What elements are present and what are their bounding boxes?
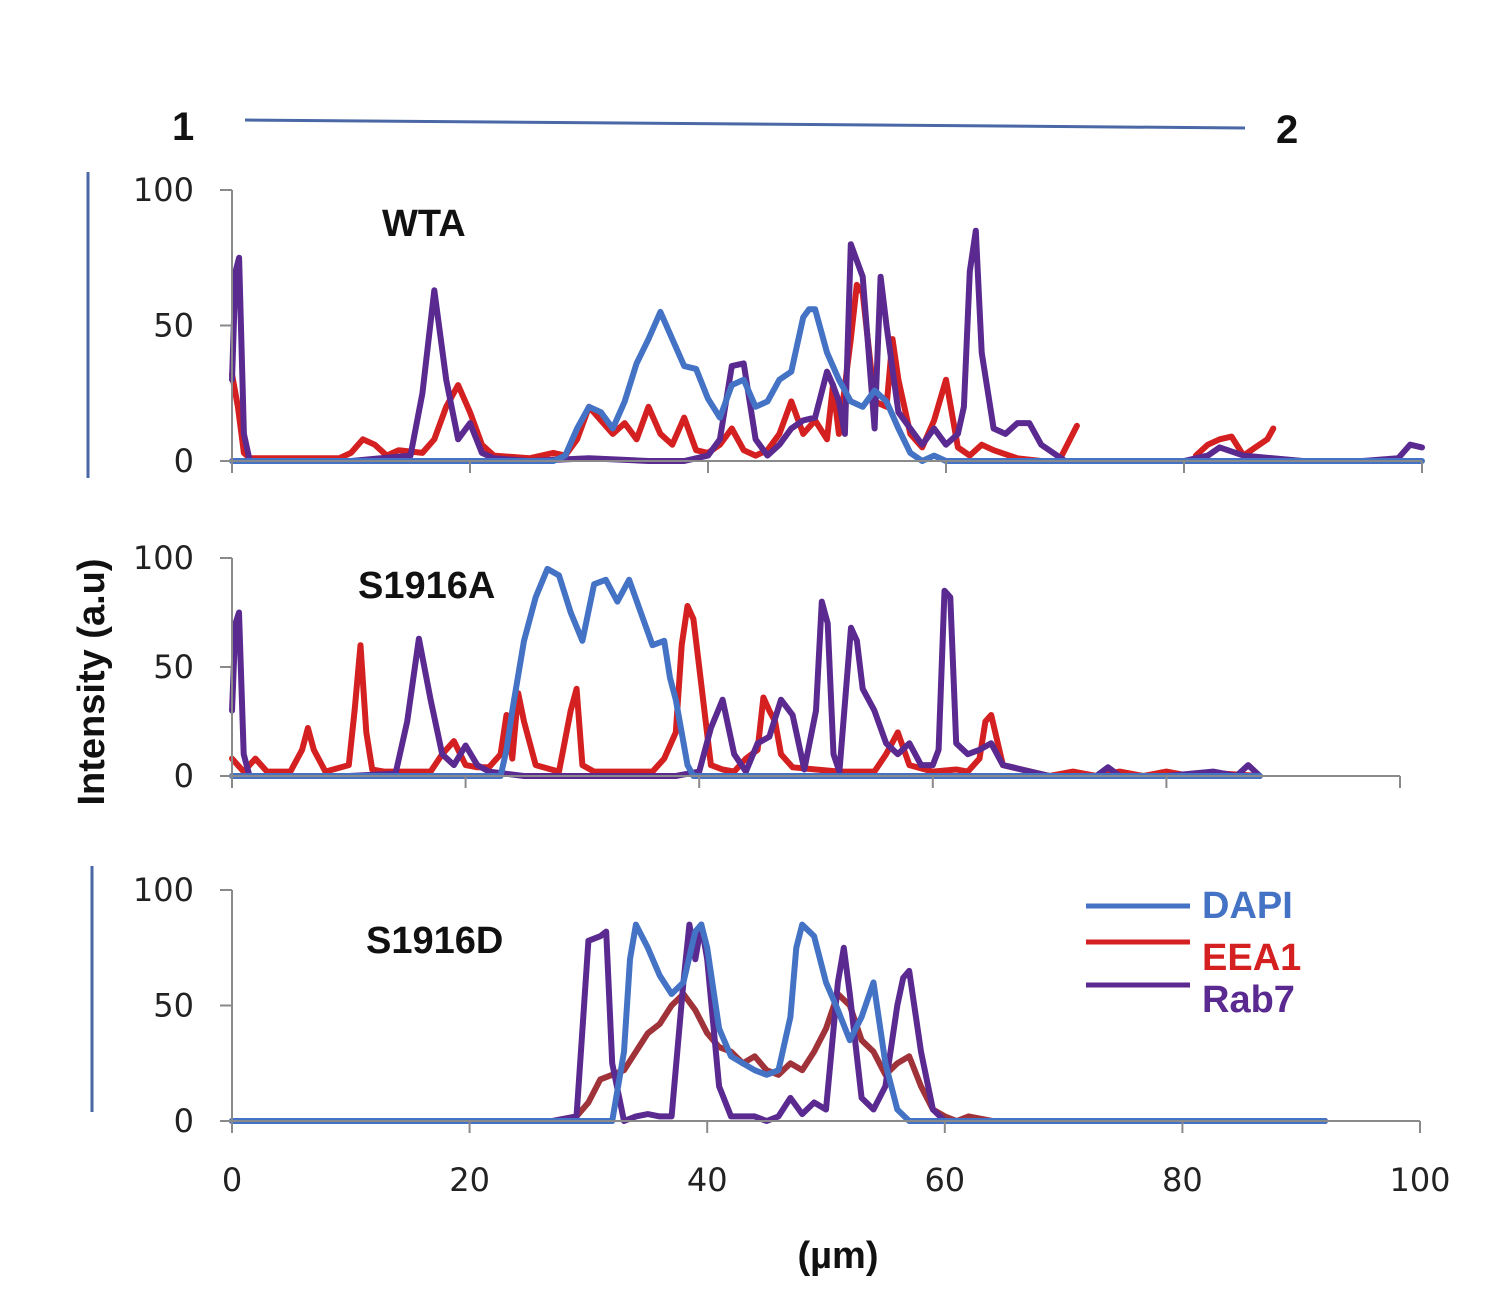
panel-s1916d: 0 50 100 S1916D bbox=[133, 871, 1421, 1140]
x-axis-title: (µm) bbox=[798, 1235, 879, 1277]
axis-layer: 0 50 100 bbox=[133, 871, 1421, 1140]
x-tick-label: 40 bbox=[687, 1161, 728, 1199]
marker-end-label: 2 bbox=[1276, 108, 1298, 152]
series-line-dapi bbox=[229, 306, 1425, 464]
y-tick-label: 0 bbox=[174, 442, 194, 480]
x-tick-label: 100 bbox=[1389, 1161, 1450, 1199]
y-tick-label: 100 bbox=[133, 871, 194, 909]
legend-label-rab7: Rab7 bbox=[1202, 979, 1295, 1021]
x-tick-label: 80 bbox=[1162, 1161, 1203, 1199]
legend-label-dapi: DAPI bbox=[1202, 885, 1293, 927]
y-tick-label: 0 bbox=[174, 757, 194, 795]
y-tick-label: 50 bbox=[153, 987, 194, 1025]
legend: DAPI EEA1 Rab7 bbox=[1086, 885, 1301, 1021]
panel-title: S1916D bbox=[366, 920, 503, 962]
x-tick-label: 20 bbox=[449, 1161, 490, 1199]
x-tick-labels: 0 20 40 60 80 100 bbox=[222, 1161, 1451, 1199]
x-tick-label: 60 bbox=[924, 1161, 965, 1199]
marker-start-label: 1 bbox=[172, 105, 194, 149]
y-tick-label: 50 bbox=[153, 307, 194, 345]
y-tick-label: 100 bbox=[133, 171, 194, 209]
measurement-line bbox=[244, 118, 1246, 130]
axis-layer: 0 50 100 bbox=[133, 539, 1401, 795]
panel-wta: 0 50 100 WTA bbox=[133, 171, 1425, 480]
panel-s1916a: 0 50 100 S1916A bbox=[133, 539, 1401, 795]
series-line-rab7 bbox=[229, 587, 1263, 779]
series-line-eea1 bbox=[229, 281, 1080, 464]
x-tick-label: 0 bbox=[222, 1161, 242, 1199]
series-line-dapi bbox=[229, 921, 1328, 1124]
y-axis-title: Intensity (a.u) bbox=[71, 558, 113, 805]
y-tick-label: 100 bbox=[133, 539, 194, 577]
series-layer bbox=[229, 921, 1328, 1124]
axis-layer: 0 50 100 bbox=[133, 171, 1423, 480]
panel-title: WTA bbox=[382, 203, 466, 245]
series-line-rab7 bbox=[229, 921, 1328, 1124]
panel-title: S1916A bbox=[358, 565, 495, 607]
series-line-eea1 bbox=[229, 603, 1263, 779]
y-tick-label: 0 bbox=[174, 1102, 194, 1140]
series-line-eea1b bbox=[1192, 425, 1277, 459]
series-layer bbox=[229, 227, 1425, 464]
legend-label-eea1: EEA1 bbox=[1202, 937, 1301, 979]
y-tick-label: 50 bbox=[153, 648, 194, 686]
series-line-rab7 bbox=[229, 227, 1425, 464]
